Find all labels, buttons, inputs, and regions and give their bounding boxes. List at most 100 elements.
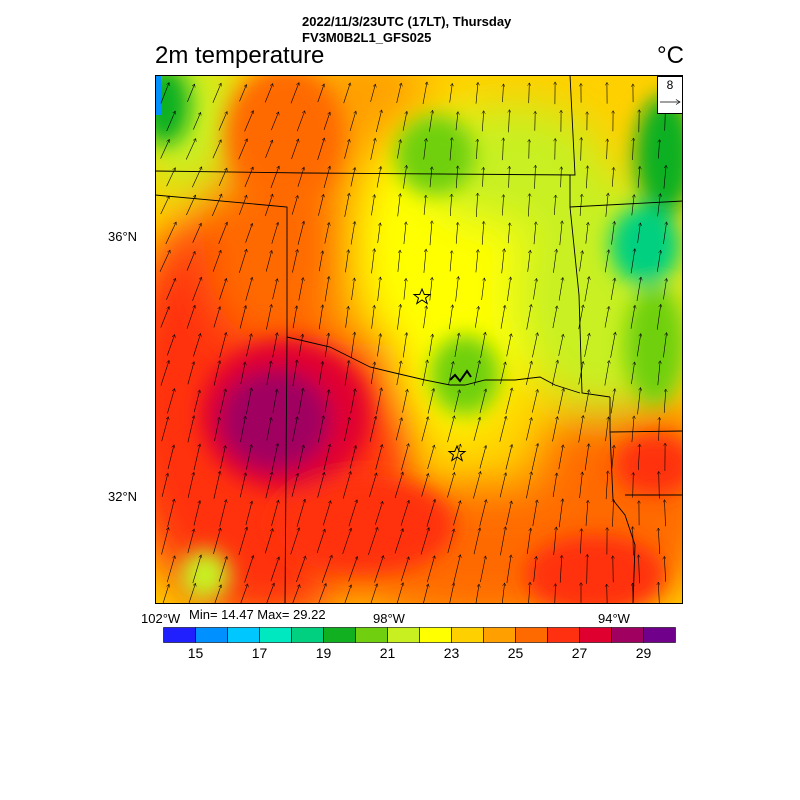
wind-arrow [581,137,582,161]
wind-arrow [212,140,221,159]
wind-arrow [350,222,355,245]
wind-arrow [578,305,584,330]
wind-arrow [316,529,325,553]
wind-arrow [449,583,454,604]
wind-arrow [604,360,609,386]
wind-arrow [371,195,374,216]
wind-arrow [422,584,429,604]
wind-arrow [453,444,460,470]
wind-arrow [605,471,608,500]
wind-arrow [246,388,251,415]
wind-arrow [298,445,303,470]
colorbar-swatch [419,627,452,643]
wind-arrow [193,334,200,357]
wind-arrow [318,305,323,330]
temperature-map [155,75,683,604]
wind-arrow [533,279,536,300]
lat-label-36n: 36°N [108,229,138,244]
wind-arrow [297,167,304,187]
wind-arrow [394,472,403,499]
wind-arrow [555,584,556,604]
colorbar-swatch [515,627,548,643]
wind-arrow [240,416,246,442]
wind-arrow [665,111,666,131]
wind-arrow [579,251,583,272]
wind-arrow [187,84,194,103]
wind-arrow [427,556,434,583]
wind-arrow [296,111,305,132]
wind-arrow [377,223,381,244]
wind-arrow [479,500,487,527]
wind-arrow [159,250,170,272]
wind-arrow [527,250,531,272]
wind-arrow [402,389,408,413]
wind-arrow [637,223,641,244]
wind-arrow [500,362,506,385]
wind-arrow [161,527,169,555]
wind-arrow [429,221,432,246]
wind-arrow [270,166,279,189]
colorbar-swatch [451,627,484,643]
wind-arrow [476,193,477,218]
wind-arrow [663,222,666,245]
wind-arrow [427,388,434,414]
wind-arrow [192,277,202,301]
wind-arrow [238,139,248,160]
wind-arrow [580,529,581,554]
wind-arrow [584,277,589,302]
wind-arrow [429,167,432,188]
wind-arrow [245,501,252,525]
wind-arrow [239,85,247,102]
wind-arrow [658,582,659,604]
wind-arrow [402,111,407,131]
wind-arrow [321,555,332,583]
wind-arrow [664,389,666,413]
wind-arrow [265,140,273,159]
wind-arrow [323,112,330,130]
wind-arrow [483,167,484,187]
wind-arrow [220,389,225,414]
wind-arrow [192,167,201,188]
wind-arrow [561,167,562,188]
vector-reference-box: 8 [657,76,683,114]
wind-arrow [187,529,194,554]
wind-arrow [297,221,304,245]
wind-arrow [292,417,298,442]
wind-arrow [526,528,531,554]
wind-arrow [187,472,194,498]
wind-arrow [369,473,376,498]
wind-arrow [395,418,402,441]
colorbar-label: 19 [315,645,332,661]
colorbar-label: 25 [507,645,524,661]
wind-arrow [271,222,278,244]
wind-arrow [501,249,505,274]
wind-arrow [192,555,201,584]
wind-arrow [403,165,406,189]
wind-arrow [291,139,299,160]
wind-arrow [605,193,608,217]
colorbar-swatch [355,627,388,643]
wind-arrow [633,583,634,604]
wind-arrow [403,222,406,245]
wind-arrow [318,251,323,272]
wind-arrow [187,416,194,443]
wind-arrow [533,222,536,245]
wind-arrow [611,221,615,245]
wind-arrow [290,528,300,555]
wind-arrow [664,556,665,582]
wind-arrow [291,195,298,215]
lake-texoma [449,369,472,383]
wind-arrow [220,445,226,469]
colorbar-swatch [323,627,356,643]
colorbar [163,627,676,643]
texas-new-mexico-border [284,336,288,604]
wind-arrow [509,110,510,133]
wind-arrow [370,362,375,385]
wind-arrow [213,307,220,328]
wind-arrow [482,221,484,245]
wind-arrow [604,306,609,328]
wind-arrow [345,306,349,328]
colorbar-swatch [259,627,292,643]
wind-arrow [239,249,246,273]
wind-arrow [324,223,329,244]
